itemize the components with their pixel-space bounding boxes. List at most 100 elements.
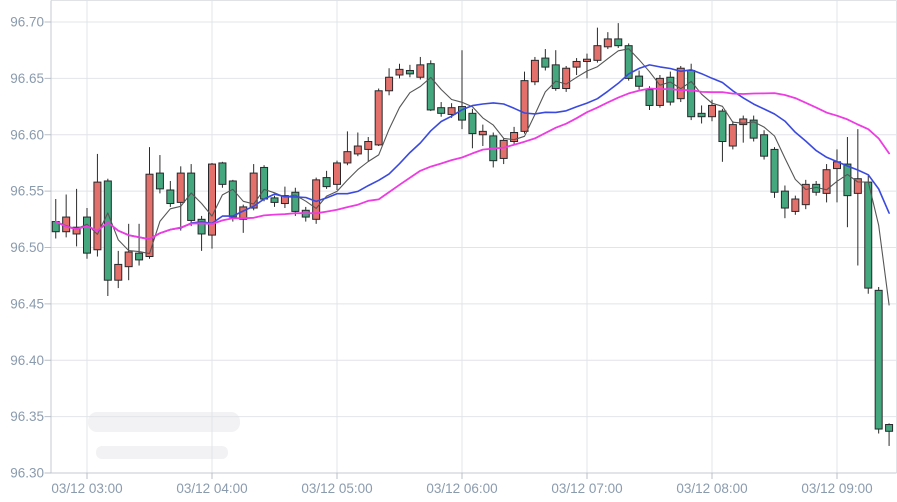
candle bbox=[687, 63, 696, 121]
candle-body-up bbox=[551, 64, 560, 90]
candle-body-down bbox=[603, 38, 612, 48]
candle bbox=[478, 124, 487, 147]
candle-body-down bbox=[853, 178, 862, 194]
candle-body-up bbox=[218, 162, 227, 185]
candle-body-up bbox=[614, 38, 623, 47]
candle-body-down bbox=[124, 251, 133, 268]
x-axis-labels: 03/12 03:00 03/12 04:00 03/12 05:00 03/12 0… bbox=[51, 473, 873, 496]
candle bbox=[270, 195, 279, 207]
candle-body-up bbox=[83, 216, 91, 254]
y-tick-label: 96.70 bbox=[10, 15, 44, 30]
candle-body-down bbox=[333, 162, 341, 185]
candle bbox=[145, 147, 154, 259]
candle-body-up bbox=[697, 112, 706, 118]
candle-body-down bbox=[280, 195, 289, 205]
candle bbox=[124, 223, 133, 281]
candle-body-down bbox=[572, 60, 581, 68]
candle bbox=[395, 63, 404, 79]
x-tick-label: 03/12 03:00 bbox=[51, 481, 122, 496]
candle bbox=[728, 121, 737, 150]
horizontal-gridlines bbox=[51, 21, 897, 474]
candle-body-up bbox=[197, 218, 206, 235]
candle bbox=[249, 164, 258, 211]
candle-body-up bbox=[624, 45, 633, 79]
candle bbox=[93, 153, 102, 257]
candle-body-down bbox=[114, 263, 123, 281]
y-tick-label: 96.65 bbox=[10, 71, 44, 86]
candle bbox=[426, 60, 435, 112]
candle-body-up bbox=[635, 75, 644, 87]
candle-body-down bbox=[520, 80, 529, 132]
candle-body-up bbox=[426, 63, 435, 111]
candle-body-down bbox=[510, 131, 519, 143]
watermark-blob bbox=[88, 412, 240, 432]
candle bbox=[874, 286, 883, 434]
candle bbox=[405, 64, 414, 78]
candles bbox=[51, 23, 894, 446]
candle bbox=[166, 180, 175, 207]
candle bbox=[468, 108, 477, 149]
ma-fast-line bbox=[55, 48, 890, 306]
candle bbox=[645, 86, 654, 110]
watermark-blob bbox=[96, 446, 228, 459]
candle-body-up bbox=[103, 180, 112, 281]
candle-body-up bbox=[458, 106, 466, 121]
candle bbox=[614, 23, 623, 48]
candle-body-up bbox=[405, 69, 414, 75]
candle-body-down bbox=[374, 90, 383, 146]
y-tick-label: 96.45 bbox=[10, 296, 44, 311]
candle bbox=[780, 185, 789, 219]
candle bbox=[333, 160, 341, 190]
candle bbox=[520, 71, 529, 134]
candle bbox=[603, 32, 612, 50]
ma-slow-line bbox=[54, 87, 890, 241]
candle bbox=[155, 155, 164, 194]
candle-body-down bbox=[208, 163, 216, 236]
candle-body-down bbox=[739, 118, 748, 126]
candle bbox=[822, 164, 831, 203]
y-tick-label: 96.55 bbox=[10, 184, 44, 199]
y-tick-label: 96.50 bbox=[10, 240, 44, 255]
candle bbox=[83, 208, 91, 259]
y-axis-labels: 96.70 96.65 96.60 96.55 96.50 96.45 96.40 96.35… bbox=[10, 15, 51, 481]
candle bbox=[416, 56, 425, 80]
candle bbox=[322, 170, 331, 189]
candle bbox=[72, 188, 81, 247]
candle bbox=[791, 195, 800, 215]
x-tick-label: 03/12 05:00 bbox=[301, 481, 372, 496]
candle-body-up bbox=[228, 180, 237, 218]
candle-body-down bbox=[676, 67, 685, 100]
candle bbox=[541, 49, 550, 71]
candle bbox=[853, 129, 862, 266]
candle bbox=[343, 131, 352, 166]
y-tick-label: 96.30 bbox=[10, 466, 44, 481]
candle bbox=[437, 102, 446, 117]
candle bbox=[760, 130, 769, 160]
candle bbox=[218, 161, 227, 188]
candle-body-up bbox=[468, 112, 477, 135]
candle bbox=[374, 88, 383, 147]
candle-body-up bbox=[874, 289, 883, 430]
candle bbox=[562, 65, 571, 92]
candle bbox=[458, 50, 466, 130]
candle bbox=[551, 50, 560, 91]
candle bbox=[135, 223, 144, 266]
candle bbox=[114, 250, 123, 289]
candle-body-down bbox=[72, 226, 81, 235]
candle bbox=[583, 53, 591, 79]
candle bbox=[593, 27, 602, 63]
candle-body-up bbox=[541, 57, 550, 68]
candle bbox=[749, 115, 758, 142]
candle-body-down bbox=[385, 76, 394, 92]
candle bbox=[885, 423, 894, 446]
x-tick-label: 03/12 06:00 bbox=[426, 481, 497, 496]
candle-body-down bbox=[353, 145, 362, 155]
candle-body-up bbox=[718, 110, 727, 143]
candle-body-up bbox=[770, 148, 779, 193]
candle bbox=[499, 138, 508, 165]
candle-body-down bbox=[791, 198, 800, 212]
candle bbox=[530, 56, 539, 86]
x-tick-label: 03/12 09:00 bbox=[801, 481, 872, 496]
